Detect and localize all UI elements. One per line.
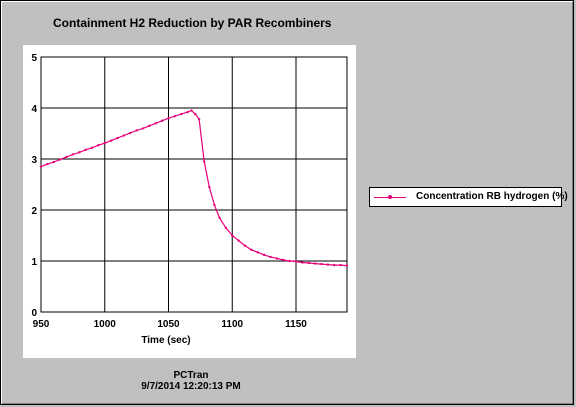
data-point [90,146,94,149]
data-point [186,110,189,114]
data-point [129,131,132,135]
data-point [52,160,55,164]
data-point [58,158,62,161]
x-tick-label: 1150 [285,319,307,330]
legend-series-marker [388,195,392,199]
x-tick-label: 1050 [157,319,180,330]
data-point [197,118,201,121]
x-tick-label: 1000 [94,319,117,330]
data-point [160,119,164,122]
data-point [243,244,247,247]
data-point [190,109,193,112]
data-point [167,117,170,120]
data-point [313,262,317,265]
data-point [97,144,100,147]
legend-series-label: Concentration RB hydrogen (%) [416,191,568,202]
data-point [301,261,304,264]
data-point [275,257,279,260]
data-point [288,259,291,263]
y-tick-label: 4 [31,104,37,115]
data-point [256,251,259,254]
y-tick-label: 5 [31,53,37,64]
line-chart: 0 1 2 3 4 5 950 1000 1050 1100 1150 Time (sec) [31,53,349,346]
data-point [208,185,211,189]
x-tick-label: 950 [33,319,50,330]
y-tick-label: 3 [31,155,37,166]
legend: Concentration RB hydrogen (%) [369,187,568,207]
data-point [180,112,183,116]
data-point [224,226,228,230]
plot-border [40,56,348,313]
data-point [320,262,323,266]
data-point [194,112,197,116]
data-point [262,253,266,257]
data-point [307,261,310,265]
data-point [109,139,113,142]
data-point [84,148,87,152]
y-tick-label: 2 [31,206,37,217]
data-point [78,151,81,154]
data-point [39,165,43,168]
data-point [339,263,342,267]
data-point [213,203,216,207]
data-point [71,153,75,156]
data-point [46,162,49,166]
data-point [282,258,285,262]
data-point [122,134,126,137]
data-point [154,122,157,125]
data-point [141,127,145,130]
data-point [135,129,138,132]
data-point [269,255,272,259]
data-point [231,234,234,237]
data-point [203,160,206,163]
data-point [345,264,349,267]
x-axis-label: Time (sec) [141,335,190,346]
series-line [40,109,348,267]
chart-title: Containment H2 Reduction by PAR Recombin… [53,16,332,30]
footer-timestamp: 9/7/2014 12:20:13 PM [141,381,241,392]
data-point [333,263,336,267]
y-tick-label: 0 [31,308,37,319]
x-tick-label: 1100 [221,319,243,330]
data-point [250,248,253,251]
y-tick-label: 1 [31,257,37,268]
data-point [218,216,221,219]
data-point [65,155,68,159]
data-point [294,260,298,263]
data-point [103,141,106,145]
plot-panel: 0 1 2 3 4 5 950 1000 1050 1100 1150 Time (sec) [23,45,356,358]
data-point [116,136,119,140]
footer-source: PCTran [173,370,209,381]
data-point [148,124,151,128]
data-point [237,239,240,242]
data-point [173,114,177,118]
data-point [326,263,330,266]
